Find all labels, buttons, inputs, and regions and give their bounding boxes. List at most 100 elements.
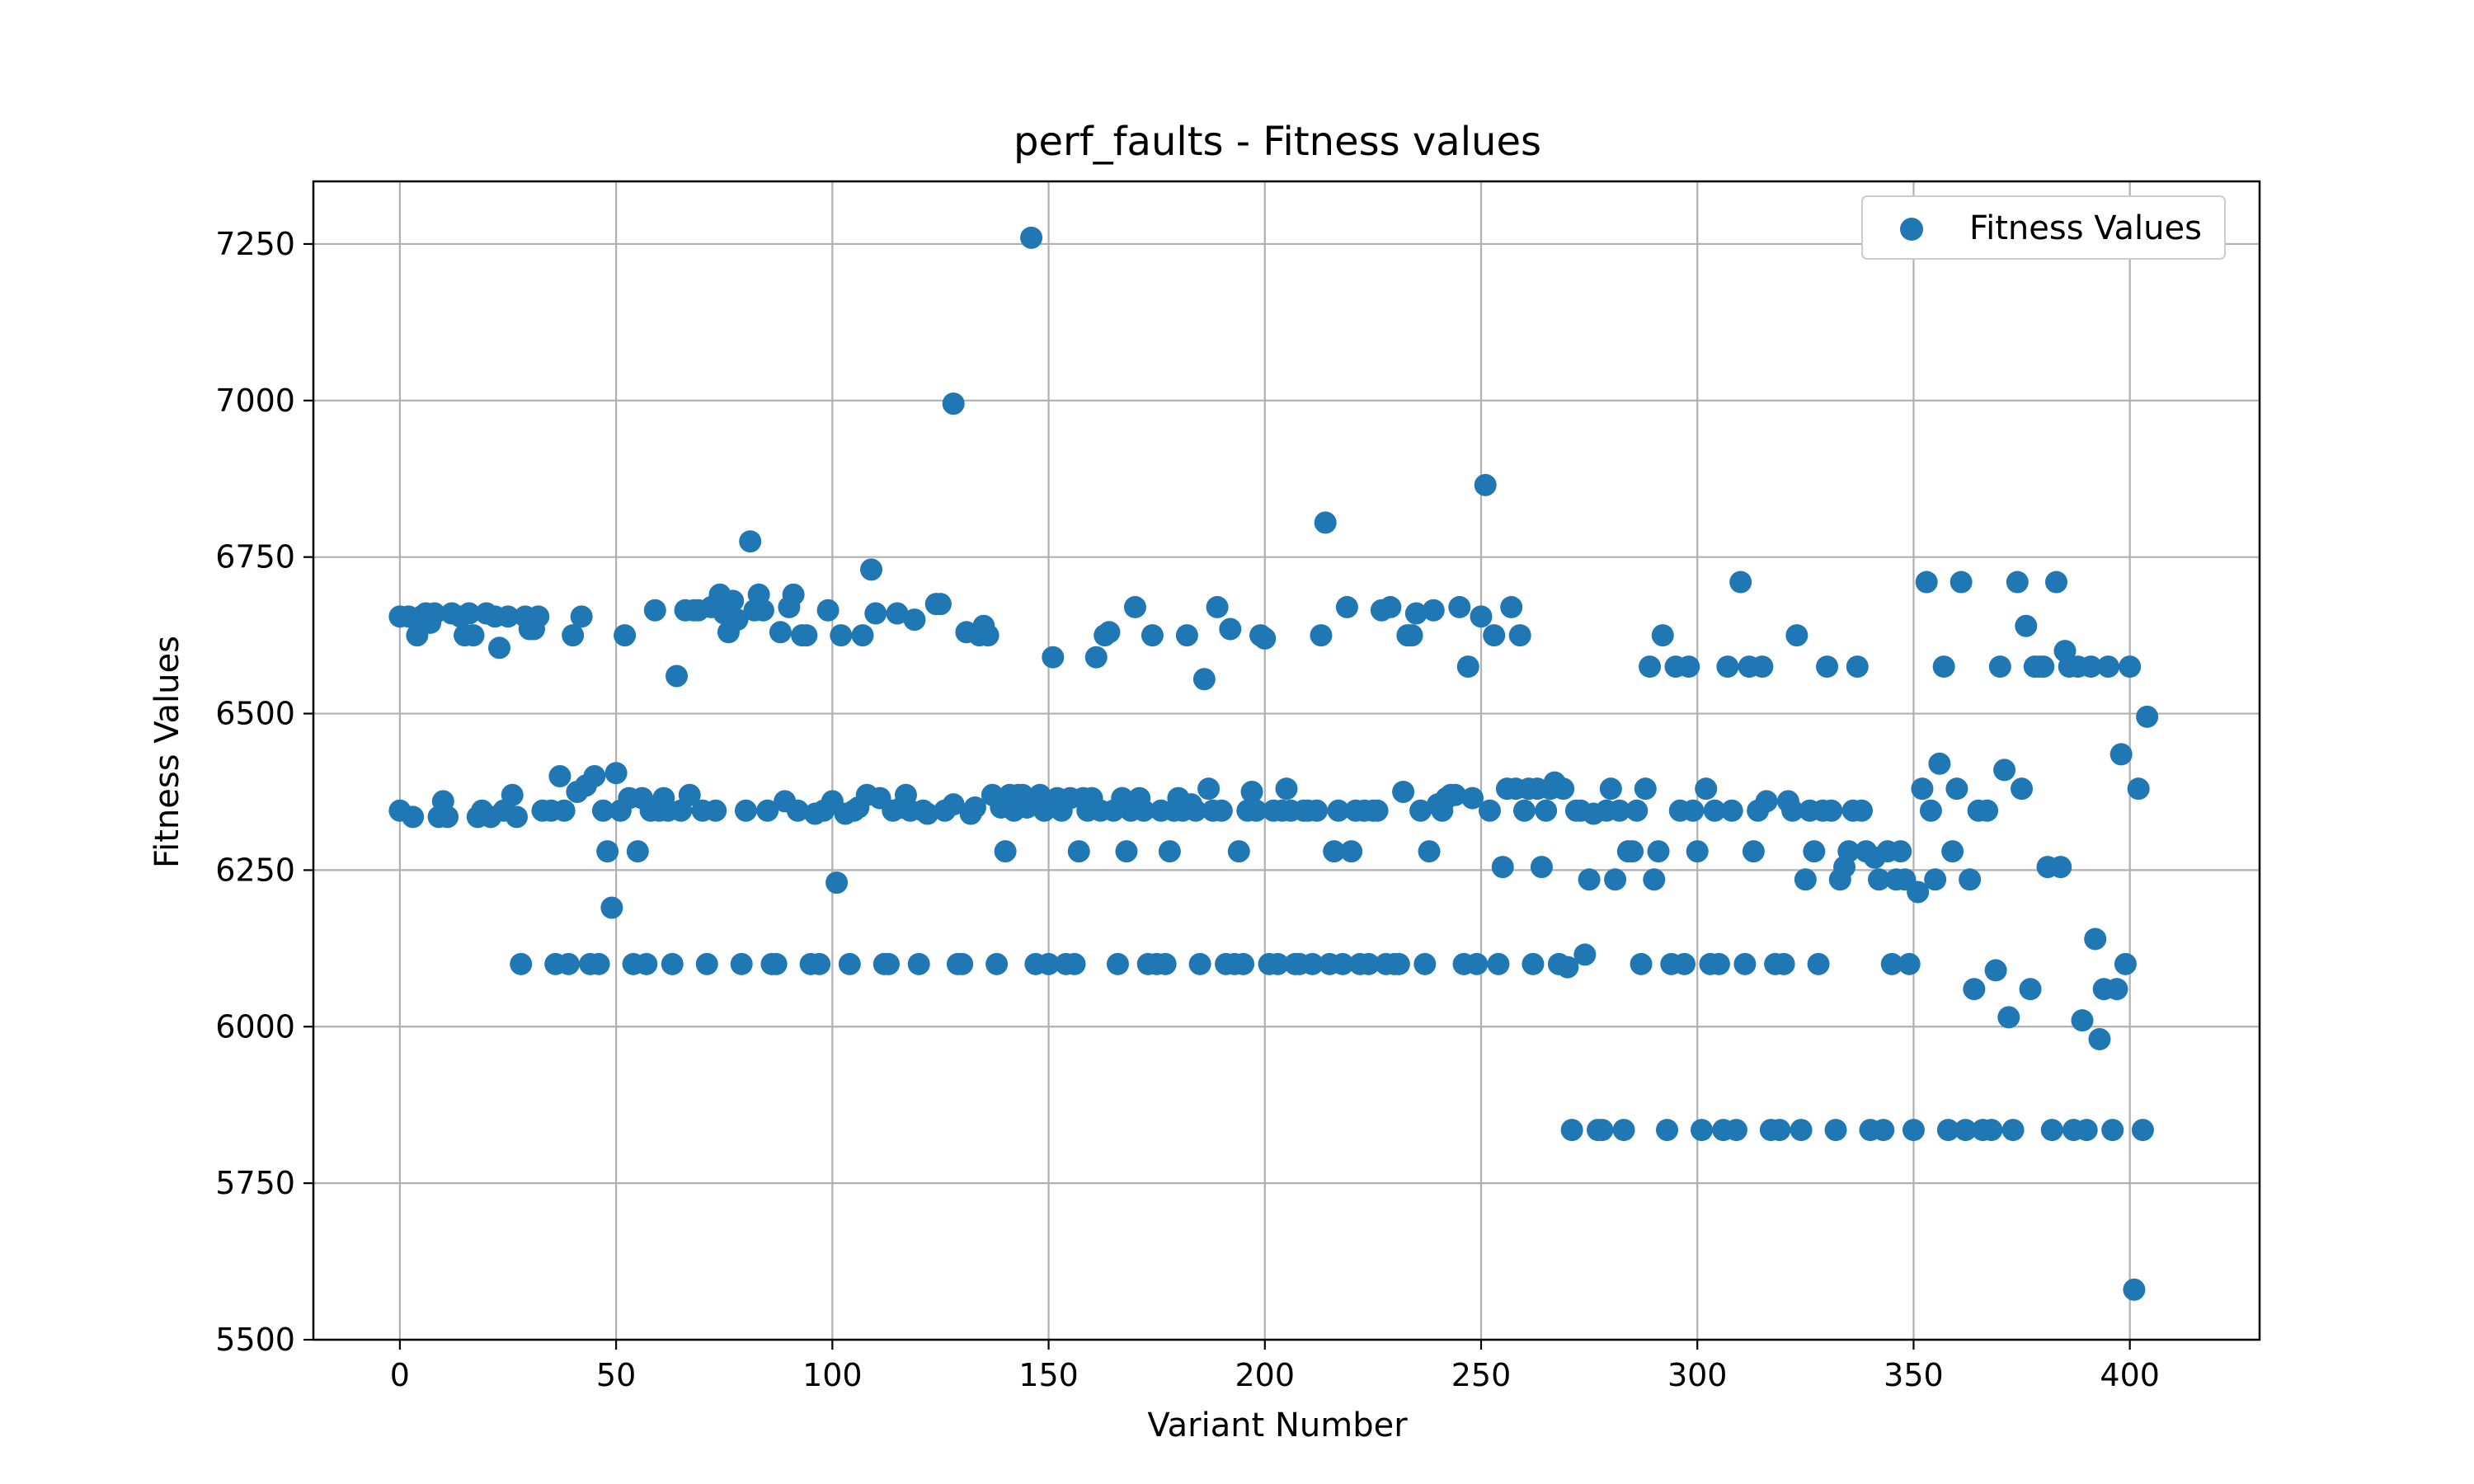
- data-point: [825, 871, 849, 895]
- data-point: [2071, 1009, 2094, 1032]
- data-point: [1409, 799, 1432, 822]
- legend-marker: [1900, 218, 1923, 241]
- data-point: [1366, 799, 1389, 822]
- data-point: [1959, 868, 1982, 891]
- data-point: [2127, 777, 2150, 801]
- y-tick-label: 7250: [215, 226, 295, 262]
- legend: Fitness Values: [1861, 195, 2226, 260]
- data-point: [2096, 655, 2119, 679]
- data-point: [1634, 777, 1657, 801]
- data-point: [666, 665, 689, 688]
- data-point: [1932, 655, 1955, 679]
- data-point: [830, 624, 853, 647]
- data-point: [786, 799, 809, 822]
- data-point: [1898, 952, 1921, 975]
- x-tick-label: 250: [1451, 1357, 1512, 1393]
- data-point: [1954, 1119, 1977, 1142]
- data-point: [1244, 799, 1268, 822]
- data-point: [1768, 1119, 1791, 1142]
- data-point: [1132, 799, 1155, 822]
- data-point: [929, 593, 952, 616]
- data-point: [1444, 783, 1467, 806]
- x-tick-label: 350: [1884, 1357, 1944, 1393]
- data-point: [1175, 624, 1198, 647]
- data-point: [1915, 571, 1938, 594]
- data-point: [1240, 780, 1263, 803]
- data-point: [2109, 743, 2133, 766]
- data-point: [2049, 856, 2072, 879]
- data-point: [1902, 1119, 1925, 1142]
- data-point: [1552, 777, 1575, 801]
- data-point: [1141, 624, 1164, 647]
- data-point: [678, 783, 701, 806]
- y-axis-label: Fitness Values: [148, 636, 186, 868]
- data-point: [1707, 952, 1730, 975]
- data-point: [1651, 624, 1674, 647]
- data-point: [1724, 1119, 1747, 1142]
- data-point: [1988, 655, 2011, 679]
- data-point: [600, 896, 623, 919]
- data-point: [704, 799, 727, 822]
- data-point: [1824, 1119, 1847, 1142]
- data-point: [1456, 655, 1479, 679]
- data-point: [436, 805, 459, 829]
- data-point: [1677, 655, 1700, 679]
- data-point: [562, 624, 585, 647]
- data-point: [1478, 799, 1501, 822]
- data-point: [1720, 799, 1743, 822]
- data-point: [1963, 978, 1986, 1001]
- data-point: [1275, 777, 1298, 801]
- data-point: [1889, 840, 1912, 863]
- data-point: [1690, 1119, 1713, 1142]
- data-point: [734, 799, 757, 822]
- data-point: [730, 952, 753, 975]
- plot-frame: [312, 180, 2261, 1341]
- data-point: [583, 764, 606, 787]
- data-point: [1154, 952, 1177, 975]
- data-point: [1465, 952, 1489, 975]
- data-point: [1067, 840, 1090, 863]
- data-point: [1984, 959, 2007, 982]
- data-point: [1448, 595, 1471, 618]
- data-point: [1508, 624, 1531, 647]
- data-point: [1816, 655, 1839, 679]
- data-point: [1357, 952, 1380, 975]
- x-tick-label: 0: [390, 1357, 410, 1393]
- data-point: [1487, 952, 1510, 975]
- data-point: [695, 952, 718, 975]
- data-point: [1063, 952, 1086, 975]
- data-point: [2019, 978, 2042, 1001]
- data-point: [1729, 571, 1752, 594]
- data-point: [501, 783, 524, 806]
- data-point: [1512, 799, 1536, 822]
- data-point: [1300, 952, 1324, 975]
- data-point: [1227, 840, 1250, 863]
- data-point: [1404, 602, 1427, 625]
- data-point: [756, 799, 779, 822]
- data-point: [1310, 624, 1333, 647]
- data-point: [587, 952, 610, 975]
- data-point: [1790, 1119, 1813, 1142]
- data-point: [1192, 668, 1216, 691]
- data-point: [1591, 1119, 1614, 1142]
- data-point: [1867, 868, 1890, 891]
- data-point: [1837, 840, 1860, 863]
- data-point: [1919, 799, 1942, 822]
- data-point: [1210, 799, 1233, 822]
- data-point: [1556, 956, 1579, 979]
- data-point: [458, 602, 481, 625]
- data-point: [596, 840, 619, 863]
- data-point: [795, 624, 818, 647]
- data-point: [942, 392, 965, 416]
- data-point: [2040, 1119, 2063, 1142]
- data-point: [1976, 799, 1999, 822]
- x-tick-label: 400: [2100, 1357, 2160, 1393]
- data-point: [2123, 1278, 2146, 1301]
- data-point: [1630, 952, 1653, 975]
- data-point: [1872, 1119, 1895, 1142]
- data-point: [994, 840, 1017, 863]
- data-point: [1928, 752, 1951, 775]
- data-point: [1491, 856, 1514, 879]
- data-point: [1794, 868, 1817, 891]
- data-point: [1422, 599, 1445, 622]
